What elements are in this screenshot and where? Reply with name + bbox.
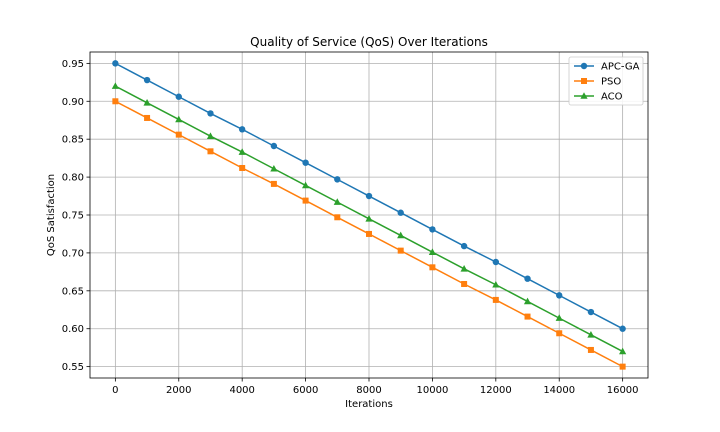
data-point-apc-ga [619, 325, 626, 332]
data-point-apc-ga [143, 76, 151, 84]
x-axis-ticks: 0 2000 4000 6000 8000 10000 12000 14000 16000 [112, 378, 639, 396]
data-point-pso [366, 230, 372, 237]
data-point-apc-ga [460, 242, 468, 250]
data-point-pso [270, 180, 277, 187]
legend-box [568, 56, 644, 106]
x-tick-label: 12000 [480, 385, 512, 396]
data-point-pso [334, 214, 341, 221]
data-point-pso [175, 131, 182, 138]
data-point-aco [301, 181, 310, 189]
data-point-aco [492, 280, 500, 288]
y-tick-label: 0.55 [62, 362, 84, 373]
data-point-apc-ga [365, 192, 373, 200]
data-point-apc-ga [492, 258, 500, 266]
legend-swatch-marker [580, 62, 588, 70]
data-point-apc-ga [207, 110, 214, 117]
x-tick-label: 4000 [229, 385, 254, 396]
data-point-apc-ga [556, 292, 563, 299]
data-point-aco [270, 164, 278, 172]
data-point-aco [238, 148, 246, 155]
x-axis-label: Iterations [345, 399, 393, 410]
data-point-apc-ga [302, 159, 309, 166]
series-layer [111, 60, 627, 370]
series-apc-ga [112, 60, 626, 332]
data-point-pso [556, 330, 563, 337]
data-point-pso [461, 280, 468, 287]
data-point-pso [397, 247, 404, 254]
data-point-apc-ga [112, 60, 119, 67]
data-point-pso [144, 114, 151, 121]
y-tick-label: 0.75 [62, 211, 84, 222]
x-tick-label: 8000 [356, 385, 381, 396]
data-point-aco [175, 115, 183, 123]
data-point-aco [333, 198, 341, 205]
legend-label: PSO [601, 77, 621, 88]
legend-entry-aco: ACO [574, 92, 623, 103]
legend-entry-pso: PSO [574, 77, 621, 88]
x-tick-label: 10000 [417, 385, 449, 396]
legend-label: ACO [601, 92, 623, 103]
data-point-pso [524, 313, 531, 320]
x-tick-label: 2000 [166, 385, 191, 396]
x-tick-label: 6000 [293, 385, 318, 396]
y-tick-label: 0.60 [62, 324, 84, 335]
data-point-pso [302, 197, 309, 204]
data-point-aco [428, 248, 437, 255]
legend-swatch-marker [580, 92, 588, 99]
data-point-apc-ga [587, 308, 595, 316]
chart-title: Quality of Service (QoS) Over Iterations [250, 35, 488, 49]
y-tick-label: 0.90 [62, 97, 84, 108]
y-axis-label: QoS Satisfaction [46, 174, 57, 256]
series-pso [112, 98, 626, 370]
y-tick-label: 0.65 [62, 286, 84, 297]
data-point-pso [619, 363, 626, 370]
data-point-aco [206, 132, 215, 139]
data-point-aco [523, 297, 532, 305]
data-point-apc-ga [270, 142, 278, 150]
data-point-apc-ga [175, 93, 182, 100]
data-point-aco [587, 330, 595, 338]
y-tick-label: 0.70 [62, 248, 84, 259]
y-tick-label: 0.95 [62, 59, 84, 70]
data-point-pso [429, 264, 436, 271]
data-point-pso [239, 164, 246, 171]
data-point-pso [112, 98, 119, 105]
x-tick-label: 16000 [607, 385, 639, 396]
y-axis-ticks: 0.55 0.60 0.65 0.70 0.75 0.80 0.85 0.90 0.95 [62, 59, 90, 373]
data-point-pso [492, 296, 499, 303]
data-point-apc-ga [429, 226, 436, 233]
legend-label: APC-GA [601, 62, 640, 73]
data-point-apc-ga [334, 176, 341, 183]
data-point-aco [619, 347, 627, 355]
data-point-aco [111, 82, 119, 89]
data-point-aco [460, 265, 468, 272]
legend: APC-GA PSO ACO [568, 56, 644, 106]
legend-entry-apc-ga: APC-GA [574, 62, 640, 73]
legend-swatch-marker [581, 78, 587, 84]
x-tick-label: 14000 [543, 385, 575, 396]
y-tick-label: 0.80 [62, 173, 84, 184]
data-point-pso [207, 148, 214, 155]
data-point-aco [365, 214, 373, 222]
series-aco [111, 82, 627, 355]
data-point-aco [143, 98, 151, 106]
y-tick-label: 0.85 [62, 135, 84, 146]
data-point-apc-ga [397, 209, 404, 216]
data-point-aco [397, 231, 405, 239]
x-tick-label: 0 [112, 385, 118, 396]
data-point-apc-ga [524, 275, 531, 282]
data-point-aco [555, 314, 563, 321]
data-point-apc-ga [238, 126, 246, 133]
data-point-pso [587, 346, 594, 353]
